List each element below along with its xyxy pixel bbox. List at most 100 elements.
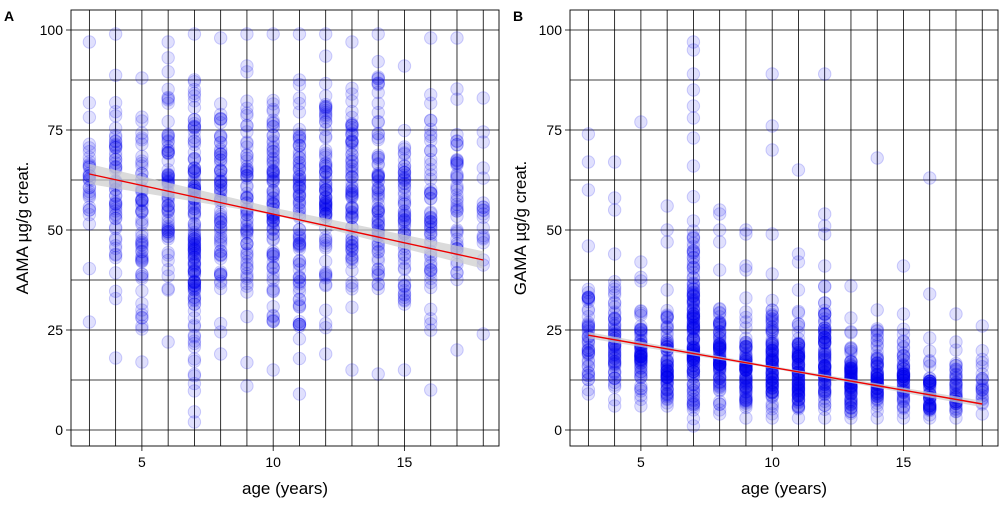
data-point bbox=[476, 171, 490, 185]
data-point bbox=[397, 185, 412, 200]
data-point bbox=[371, 150, 385, 164]
data-point bbox=[660, 328, 674, 343]
data-point bbox=[686, 297, 701, 311]
data-point bbox=[266, 255, 280, 270]
data-point-outlier bbox=[712, 203, 727, 217]
data-point bbox=[135, 126, 149, 140]
data-point bbox=[739, 377, 753, 391]
data-point bbox=[213, 251, 228, 266]
data-point bbox=[345, 188, 359, 202]
data-point bbox=[318, 320, 333, 335]
data-point bbox=[240, 148, 254, 162]
data-point bbox=[634, 304, 648, 318]
data-point bbox=[345, 207, 359, 221]
data-point bbox=[686, 419, 701, 433]
data-point-outlier bbox=[817, 67, 832, 81]
data-point bbox=[266, 313, 280, 327]
data-point bbox=[108, 204, 123, 218]
data-point bbox=[345, 162, 359, 176]
data-point bbox=[213, 147, 228, 161]
data-point bbox=[318, 194, 333, 208]
data-point bbox=[187, 275, 202, 290]
data-point bbox=[161, 65, 175, 79]
data-point bbox=[240, 165, 254, 179]
data-point bbox=[292, 189, 307, 204]
data-point bbox=[135, 244, 149, 259]
data-point bbox=[660, 357, 674, 371]
data-point bbox=[135, 311, 149, 325]
data-point bbox=[161, 129, 175, 143]
data-point bbox=[292, 229, 307, 243]
data-point bbox=[397, 176, 412, 191]
data-point bbox=[634, 381, 648, 396]
data-point bbox=[397, 214, 412, 228]
data-point bbox=[213, 220, 228, 235]
data-point bbox=[318, 143, 333, 157]
data-point bbox=[292, 238, 307, 252]
data-point bbox=[607, 322, 622, 336]
data-point bbox=[318, 27, 333, 41]
data-point bbox=[607, 324, 622, 338]
data-point bbox=[345, 183, 359, 197]
data-point bbox=[213, 142, 228, 156]
data-point bbox=[660, 321, 674, 336]
data-point bbox=[161, 202, 175, 216]
data-point bbox=[844, 393, 858, 407]
data-point bbox=[161, 140, 175, 154]
data-point-outlier bbox=[686, 67, 701, 81]
data-point bbox=[686, 231, 701, 246]
y-tick-label: 100 bbox=[40, 22, 64, 38]
data-point bbox=[135, 205, 149, 219]
data-point bbox=[135, 252, 149, 266]
data-point bbox=[870, 303, 884, 317]
data-point bbox=[686, 385, 701, 400]
data-point bbox=[634, 349, 648, 364]
data-point bbox=[397, 273, 412, 288]
data-point bbox=[292, 156, 307, 170]
data-point bbox=[686, 364, 701, 379]
data-point bbox=[187, 206, 202, 220]
data-point bbox=[712, 340, 727, 355]
data-point bbox=[318, 122, 333, 137]
data-point bbox=[187, 279, 202, 293]
data-point bbox=[712, 337, 727, 351]
data-point bbox=[607, 351, 622, 366]
data-point bbox=[161, 91, 175, 106]
data-point bbox=[187, 340, 202, 354]
data-point bbox=[292, 236, 307, 250]
data-point bbox=[266, 222, 280, 236]
data-point bbox=[318, 239, 333, 253]
data-point bbox=[686, 240, 701, 254]
data-point bbox=[712, 331, 727, 345]
data-point bbox=[318, 165, 333, 180]
data-point bbox=[424, 144, 438, 158]
y-axis-label: AAMA µg/g creat. bbox=[13, 162, 32, 295]
data-point bbox=[318, 164, 333, 179]
data-point-outlier bbox=[765, 227, 779, 241]
data-point bbox=[581, 318, 596, 333]
data-point bbox=[607, 346, 622, 360]
data-point bbox=[213, 265, 228, 279]
data-point bbox=[108, 241, 123, 256]
data-point bbox=[660, 377, 674, 391]
y-tick-label: 50 bbox=[47, 222, 63, 238]
data-point bbox=[318, 101, 333, 115]
data-point-outlier bbox=[686, 43, 701, 57]
data-point bbox=[318, 159, 333, 173]
data-point bbox=[607, 380, 622, 394]
data-point bbox=[292, 254, 307, 268]
data-point bbox=[318, 198, 333, 212]
x-axis-label: age (years) bbox=[741, 479, 827, 498]
data-point bbox=[318, 103, 333, 118]
data-point bbox=[581, 302, 596, 316]
data-point bbox=[187, 73, 202, 87]
data-point bbox=[686, 322, 701, 336]
data-point bbox=[266, 144, 280, 159]
data-point bbox=[476, 91, 490, 105]
data-point bbox=[213, 207, 228, 222]
data-point bbox=[161, 198, 175, 212]
data-point bbox=[397, 195, 412, 209]
data-point bbox=[686, 250, 701, 265]
data-point bbox=[949, 335, 963, 349]
data-point bbox=[292, 187, 307, 201]
